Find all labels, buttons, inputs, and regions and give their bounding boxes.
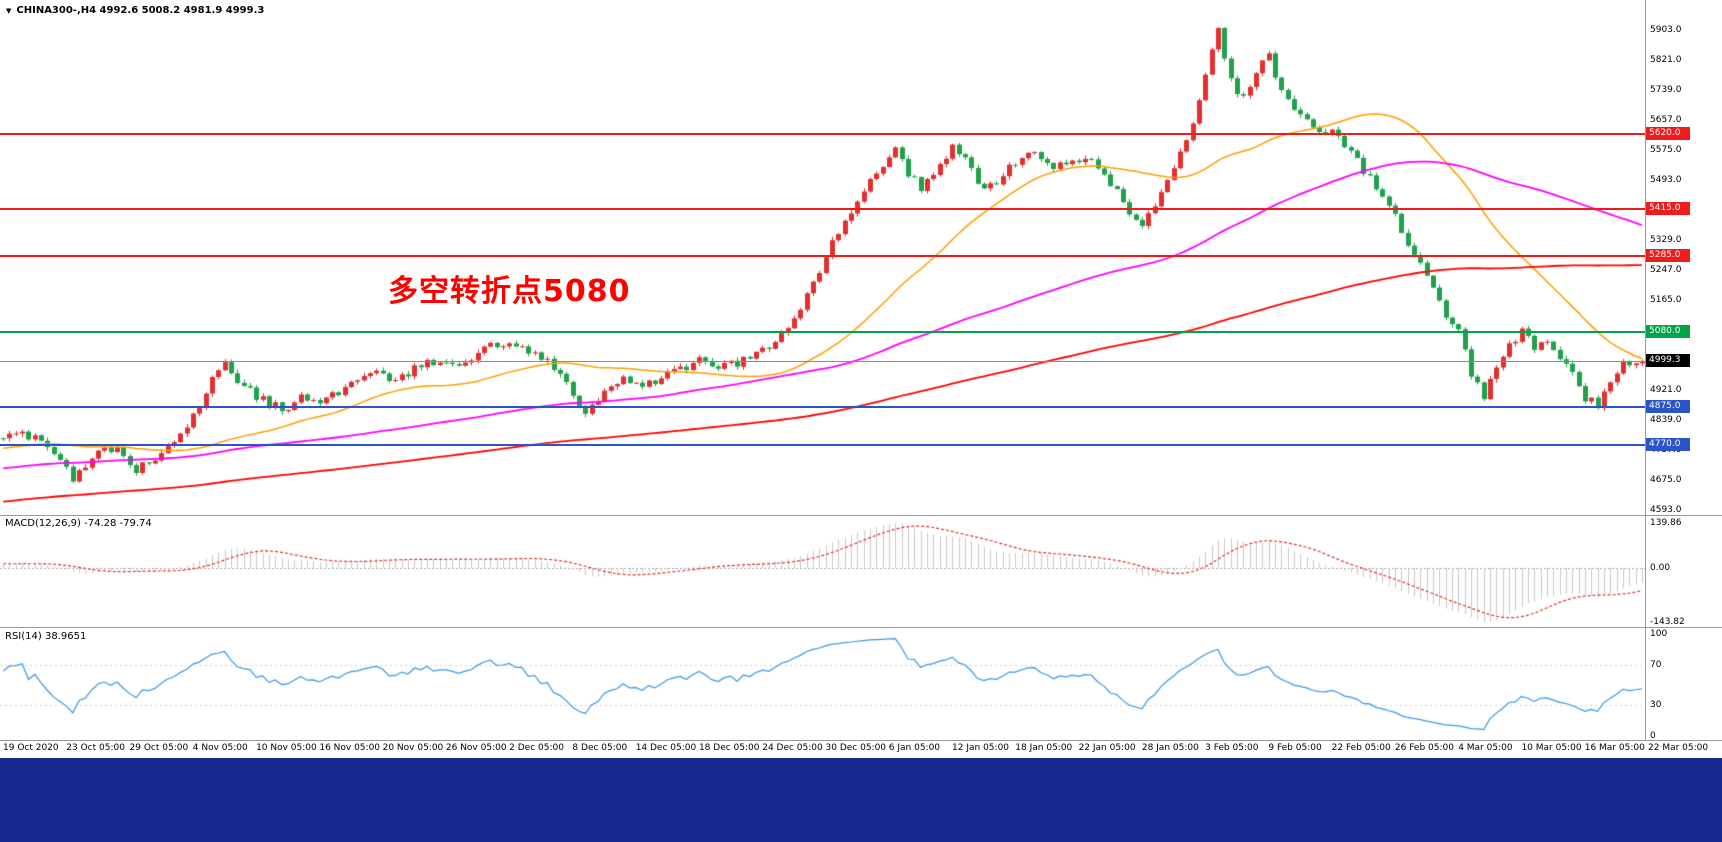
- time-axis-label: 16 Nov 05:00: [319, 743, 381, 753]
- panel-separator: [0, 740, 1722, 741]
- resistance-level-line[interactable]: [0, 207, 1645, 210]
- time-axis-label: 4 Nov 05:00: [192, 743, 248, 753]
- current-price-line: [0, 361, 1645, 362]
- panel-separator[interactable]: [0, 515, 1722, 516]
- trade-annotation-text[interactable]: 多空转折点5080: [388, 274, 631, 309]
- time-axis-label: 12 Jan 05:00: [952, 743, 1010, 753]
- price-tick-label: 5657.0: [1650, 115, 1682, 126]
- time-axis-label: 22 Mar 05:00: [1648, 743, 1709, 753]
- level-price-tag: 5080.0: [1646, 324, 1690, 338]
- time-axis-label: 6 Jan 05:00: [888, 743, 941, 753]
- time-axis-label: 8 Dec 05:00: [572, 743, 628, 753]
- price-tick-label: 5493.0: [1650, 175, 1682, 186]
- price-tick-label: 4593.0: [1650, 505, 1682, 515]
- rsi-tick-label: 70: [1650, 659, 1662, 670]
- price-tick-label: 5329.0: [1650, 235, 1682, 246]
- price-tick-label: 4921.0: [1650, 384, 1682, 395]
- rsi-indicator-label: RSI(14) 38.9651: [5, 631, 87, 642]
- time-axis-label: 22 Jan 05:00: [1078, 743, 1136, 753]
- rsi-tick-label: 30: [1650, 700, 1662, 711]
- time-axis-label: 30 Dec 05:00: [825, 743, 887, 753]
- time-axis[interactable]: 19 Oct 2020 23 Oct 05:00 29 Oct 05:00 4 Nov…: [0, 741, 1722, 757]
- taskbar: [0, 758, 1722, 842]
- rsi-tick-label: 0: [1650, 731, 1656, 741]
- time-axis-label: 10 Mar 05:00: [1521, 743, 1582, 753]
- time-axis-label: 2 Dec 05:00: [509, 743, 564, 753]
- rsi-tick-label: 100: [1650, 629, 1668, 639]
- time-axis-label: 18 Jan 05:00: [1015, 743, 1073, 753]
- price-tick-label: 5903.0: [1650, 25, 1682, 35]
- macd-tick-label: 139.86: [1650, 518, 1682, 528]
- macd-tick-label: 0.00: [1650, 563, 1671, 573]
- price-tick-label: 5165.0: [1650, 295, 1682, 306]
- resistance-level-line[interactable]: [0, 132, 1645, 135]
- time-axis-label: 9 Feb 05:00: [1268, 743, 1322, 753]
- symbol-ohlc-label: CHINA300-,H4 4992.6 5008.2 4981.9 4999.3: [16, 5, 265, 16]
- time-axis-label: 20 Nov 05:00: [382, 743, 444, 753]
- macd-tick-label: -143.82: [1650, 617, 1685, 627]
- time-axis-label: 14 Dec 05:00: [635, 743, 697, 753]
- time-axis-label: 26 Feb 05:00: [1394, 743, 1454, 753]
- time-axis-label: 22 Feb 05:00: [1331, 743, 1391, 753]
- time-axis-label: 18 Dec 05:00: [698, 743, 760, 753]
- time-axis-label: 29 Oct 05:00: [129, 743, 189, 753]
- time-axis-label: 16 Mar 05:00: [1584, 743, 1645, 753]
- time-axis-label: 28 Jan 05:00: [1141, 743, 1199, 753]
- level-price-tag: 4770.0: [1646, 438, 1690, 452]
- price-tick-label: 5739.0: [1650, 85, 1682, 96]
- resistance-level-line[interactable]: [0, 255, 1645, 258]
- current-price-tag: 4999.3: [1646, 354, 1690, 368]
- time-axis-label: 4 Mar 05:00: [1458, 743, 1513, 753]
- chevron-down-icon: ▼: [6, 6, 12, 15]
- price-tick-label: 5247.0: [1650, 265, 1682, 276]
- price-tick-label: 5575.0: [1650, 145, 1682, 156]
- time-axis-label: 23 Oct 05:00: [66, 743, 125, 753]
- price-tick-label: 4839.0: [1650, 414, 1682, 425]
- support-level-line[interactable]: [0, 405, 1645, 408]
- level-price-tag: 5620.0: [1646, 126, 1690, 140]
- time-axis-label: 24 Dec 05:00: [762, 743, 823, 753]
- price-tick-label: 5821.0: [1650, 55, 1682, 66]
- support-level-line[interactable]: [0, 444, 1645, 447]
- level-price-tag: 5415.0: [1646, 201, 1690, 215]
- panel-separator[interactable]: [0, 627, 1722, 628]
- macd-indicator-label: MACD(12,26,9) -74.28 -79.74: [5, 518, 152, 529]
- price-tick-label: 4675.0: [1650, 474, 1682, 485]
- symbol-info: ▼ CHINA300-,H4 4992.6 5008.2 4981.9 4999…: [6, 5, 264, 16]
- axis-separator: [1645, 0, 1646, 740]
- time-axis-label: 10 Nov 05:00: [256, 743, 317, 753]
- pivot-level-line[interactable]: [0, 330, 1645, 333]
- level-price-tag: 5285.0: [1646, 249, 1690, 263]
- level-price-tag: 4875.0: [1646, 399, 1690, 413]
- time-axis-label: 26 Nov 05:00: [445, 743, 507, 753]
- time-axis-label: 3 Feb 05:00: [1205, 743, 1259, 753]
- time-axis-label: 19 Oct 2020: [3, 743, 59, 753]
